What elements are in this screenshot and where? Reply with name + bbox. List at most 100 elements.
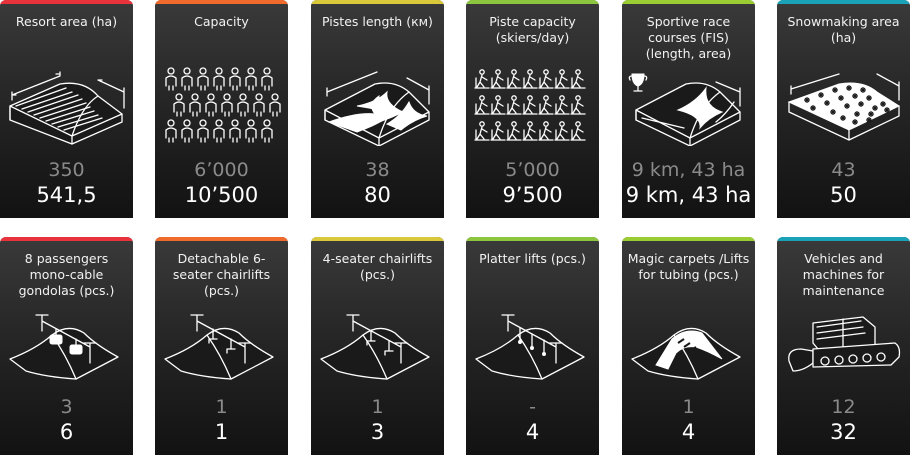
snowflake-icon — [846, 85, 852, 91]
trophy-slope-icon — [628, 62, 749, 146]
snowflake-icon — [840, 115, 846, 121]
card-title: Detachable 6-seater chairlifts (pcs.) — [172, 251, 271, 298]
snowflake-icon — [860, 87, 866, 93]
snowflake-icon — [880, 101, 886, 107]
chairlift4-icon — [317, 299, 438, 383]
card-accent-bar — [466, 237, 599, 241]
skier-figure — [570, 69, 586, 89]
card-title: 4-seater chairlifts (pcs.) — [322, 251, 433, 282]
skier-figure — [570, 95, 586, 115]
card-accent-bar — [0, 0, 133, 4]
person-figure — [261, 119, 273, 143]
people-crowd-icon — [161, 62, 282, 146]
skier-figure — [522, 95, 538, 115]
card-title: Vehicles and machines for maintenance — [802, 251, 885, 298]
snowflake-icon — [838, 95, 844, 101]
skier-figure — [506, 121, 522, 141]
new-value: 4 — [525, 420, 540, 444]
old-value: 5ʼ000 — [505, 159, 560, 181]
skier-figure — [554, 95, 570, 115]
snowflake-icon — [852, 119, 858, 125]
card-magic-carpets: Magic carpets /Lifts for tubing (pcs.) 1… — [622, 237, 755, 455]
card-accent-bar — [311, 0, 444, 4]
skier-figure — [490, 69, 506, 89]
platter-lift-icon — [472, 299, 593, 383]
card-accent-bar — [777, 237, 910, 241]
person-figure — [245, 119, 257, 143]
snowflake-icon — [884, 107, 890, 113]
card-vehicles: Vehicles and machines for maintenance 12… — [777, 237, 910, 455]
new-value: 541,5 — [36, 183, 97, 207]
snowflake-icon — [804, 97, 810, 103]
old-value: - — [529, 396, 536, 418]
card-title: Platter lifts (pcs.) — [479, 251, 586, 266]
skiers-icon — [472, 62, 593, 146]
snowflake-icon — [872, 105, 878, 111]
card-title: Snowmaking area (ha) — [787, 14, 900, 45]
card-title: Capacity — [194, 14, 249, 29]
snowflake-icon — [866, 95, 872, 101]
card-chairlifts-6: Detachable 6-seater chairlifts (pcs.) 1 … — [155, 237, 288, 455]
gondola-icon — [6, 299, 127, 383]
skier-figure — [538, 95, 554, 115]
person-figure — [181, 119, 193, 143]
card-title: Piste capacity (skiers/day) — [489, 14, 576, 45]
card-accent-bar — [155, 0, 288, 4]
person-figure — [197, 119, 209, 143]
skier-figure — [474, 95, 490, 115]
card-accent-bar — [622, 237, 755, 241]
skier-figure — [522, 69, 538, 89]
person-figure — [213, 119, 225, 143]
snowflake-icon — [824, 100, 830, 106]
skier-figure — [554, 69, 570, 89]
card-snowmaking: Snowmaking area (ha) 43 50 — [777, 0, 910, 218]
skier-figure — [506, 69, 522, 89]
person-figure — [181, 67, 193, 91]
old-value: 9 km, 43 ha — [631, 159, 746, 181]
skier-figure — [474, 121, 490, 141]
skier-figure — [474, 69, 490, 89]
card-pistes-length: Pistes length (км) 38 80 — [311, 0, 444, 218]
card-accent-bar — [622, 0, 755, 4]
card-gondolas: 8 passengers mono-cable gondolas (pcs.) … — [0, 237, 133, 455]
card-capacity: Capacity 6ʼ000 10ʼ500 — [155, 0, 288, 218]
card-title: Sportive race courses (FIS) (length, are… — [645, 14, 732, 61]
card-title: 8 passengers mono-cable gondolas (pcs.) — [18, 251, 115, 298]
old-value: 12 — [831, 396, 856, 418]
card-accent-bar — [155, 237, 288, 241]
magic-carpet-icon — [628, 299, 749, 383]
new-value: 32 — [830, 420, 857, 444]
card-chairlifts-4: 4-seater chairlifts (pcs.) 1 3 — [311, 237, 444, 455]
new-value: 9ʼ500 — [502, 183, 563, 207]
new-value: 50 — [830, 183, 857, 207]
person-figure — [205, 93, 217, 117]
new-value: 10ʼ500 — [184, 183, 259, 207]
snowflake-icon — [852, 93, 858, 99]
card-platter-lifts: Platter lifts (pcs.) - 4 — [466, 237, 599, 455]
old-value: 3 — [60, 396, 73, 418]
card-resort-area: Resort area (ha) 350 541,5 — [0, 0, 133, 218]
card-accent-bar — [777, 0, 910, 4]
person-figure — [165, 119, 177, 143]
snowmaking-icon — [783, 62, 904, 146]
new-value: 80 — [364, 183, 391, 207]
card-title: Pistes length (км) — [322, 14, 433, 29]
pistes-icon — [317, 62, 438, 146]
skier-figure — [506, 95, 522, 115]
new-value: 6 — [59, 420, 74, 444]
new-value: 4 — [681, 420, 696, 444]
skier-figure — [538, 69, 554, 89]
person-figure — [197, 67, 209, 91]
old-value: 43 — [831, 159, 856, 181]
snowflake-icon — [818, 92, 824, 98]
snowflake-icon — [830, 109, 836, 115]
person-figure — [245, 67, 257, 91]
chairlift6-icon — [161, 299, 282, 383]
new-value: 9 km, 43 ha — [625, 183, 752, 207]
new-value: 3 — [370, 420, 385, 444]
new-value: 1 — [214, 420, 229, 444]
skier-figure — [554, 121, 570, 141]
card-title: Resort area (ha) — [15, 14, 118, 29]
person-figure — [173, 93, 185, 117]
person-figure — [253, 93, 265, 117]
